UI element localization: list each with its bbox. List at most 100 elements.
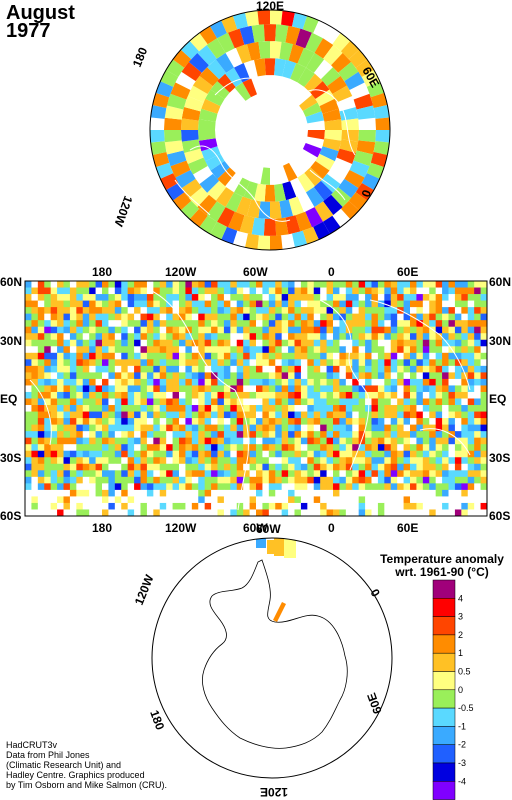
anomaly-cell xyxy=(211,352,218,360)
anomaly-cell xyxy=(166,313,173,321)
north-anomaly-cell xyxy=(170,82,191,100)
anomaly-cell xyxy=(294,424,302,432)
anomaly-cell xyxy=(435,431,443,439)
anomaly-cell xyxy=(422,463,430,471)
anomaly-cell xyxy=(454,450,462,458)
global-map: 180 120W 60W 0 60E 180 120W 60W 0 60E 60… xyxy=(0,265,511,535)
anomaly-cell xyxy=(37,444,45,452)
lat-label-right-60n: 60N xyxy=(489,275,511,289)
anomaly-cell xyxy=(403,359,411,367)
anomaly-cell xyxy=(467,476,475,484)
global-map-cells xyxy=(25,281,487,516)
anomaly-cell xyxy=(204,496,212,504)
anomaly-cell xyxy=(57,378,64,386)
anomaly-cell xyxy=(377,313,385,321)
anomaly-cell xyxy=(480,418,487,426)
anomaly-cell xyxy=(179,385,186,393)
anomaly-cell xyxy=(333,378,340,386)
anomaly-cell xyxy=(358,346,366,354)
anomaly-cell xyxy=(25,385,32,393)
anomaly-cell xyxy=(69,281,77,288)
anomaly-cell xyxy=(262,359,270,367)
anomaly-cell xyxy=(288,411,295,419)
anomaly-cell xyxy=(44,463,52,471)
anomaly-cell xyxy=(365,496,372,504)
anomaly-cell xyxy=(108,326,116,334)
anomaly-cell xyxy=(365,372,372,380)
anomaly-cell xyxy=(127,352,135,360)
anomaly-cell xyxy=(256,476,263,484)
anomaly-cell xyxy=(102,359,109,367)
anomaly-cell xyxy=(390,281,398,288)
anomaly-cell xyxy=(236,320,244,328)
anomaly-cell xyxy=(371,418,379,426)
anomaly-cell xyxy=(127,326,135,334)
anomaly-cell xyxy=(50,346,58,354)
anomaly-cell xyxy=(185,307,193,315)
anomaly-cell xyxy=(89,339,96,347)
anomaly-cell xyxy=(345,281,353,288)
anomaly-cell xyxy=(333,502,340,510)
anomaly-cell xyxy=(448,502,456,510)
anomaly-cell xyxy=(140,281,148,288)
anomaly-cell xyxy=(211,294,218,301)
anomaly-cell xyxy=(198,365,206,373)
anomaly-cell xyxy=(25,457,32,465)
anomaly-cell xyxy=(281,378,289,386)
anomaly-cell xyxy=(57,281,64,288)
anomaly-cell xyxy=(268,300,276,308)
anomaly-cell xyxy=(262,365,270,373)
north-anomaly-cell xyxy=(188,52,209,73)
anomaly-cell xyxy=(69,450,77,458)
anomaly-cell xyxy=(217,294,225,301)
anomaly-cell xyxy=(313,372,321,380)
anomaly-cell xyxy=(198,444,206,452)
anomaly-cell xyxy=(89,457,96,465)
anomaly-cell xyxy=(127,476,135,484)
anomaly-cell xyxy=(365,424,372,432)
anomaly-cell xyxy=(95,437,103,445)
anomaly-cell xyxy=(76,418,84,426)
anomaly-cell xyxy=(63,437,71,445)
anomaly-cell xyxy=(243,359,250,367)
anomaly-cell xyxy=(333,391,340,399)
anomaly-cell xyxy=(57,502,64,510)
anomaly-cell xyxy=(397,346,404,354)
north-anomaly-cell xyxy=(270,10,283,25)
anomaly-cell xyxy=(76,365,84,373)
anomaly-cell xyxy=(397,463,404,471)
anomaly-cell xyxy=(429,444,437,452)
anomaly-cell xyxy=(223,385,231,393)
anomaly-cell xyxy=(121,489,129,497)
anomaly-cell xyxy=(429,294,437,301)
anomaly-cell xyxy=(397,359,404,367)
anomaly-cell xyxy=(198,346,206,354)
anomaly-cell xyxy=(384,326,392,334)
anomaly-cell xyxy=(146,391,154,399)
anomaly-cell xyxy=(467,372,475,380)
anomaly-cell xyxy=(275,483,283,491)
north-anomaly-cell xyxy=(331,52,352,73)
anomaly-cell xyxy=(429,431,437,439)
anomaly-cell xyxy=(307,489,315,497)
anomaly-cell xyxy=(217,326,225,334)
north-anomaly-cell xyxy=(181,118,199,130)
anomaly-cell xyxy=(159,398,167,406)
anomaly-cell xyxy=(108,339,116,347)
anomaly-cell xyxy=(102,307,109,315)
anomaly-cell xyxy=(371,450,379,458)
anomaly-cell xyxy=(57,339,64,347)
anomaly-cell xyxy=(31,398,39,406)
anomaly-cell xyxy=(390,470,398,478)
anomaly-cell xyxy=(339,405,347,412)
anomaly-cell xyxy=(448,450,456,458)
anomaly-cell xyxy=(262,346,270,354)
anomaly-cell xyxy=(467,287,475,295)
anomaly-cell xyxy=(146,287,154,295)
anomaly-cell xyxy=(377,359,385,367)
anomaly-cell xyxy=(114,463,122,471)
anomaly-cell xyxy=(57,326,64,334)
anomaly-cell xyxy=(153,398,161,406)
anomaly-cell xyxy=(69,378,77,386)
anomaly-cell xyxy=(333,333,340,341)
